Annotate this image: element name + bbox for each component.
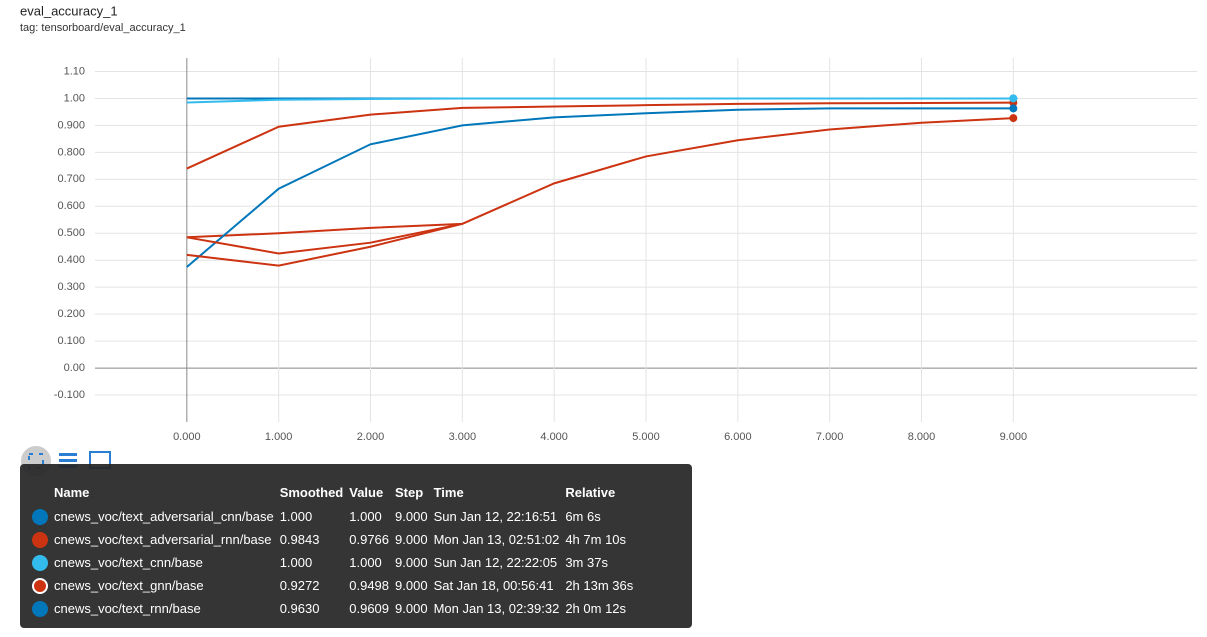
cell: cnews_voc/text_adversarial_cnn/base bbox=[54, 509, 274, 524]
column-header: Relative bbox=[565, 484, 616, 500]
chart-subtitle: tag: tensorboard/eval_accuracy_1 bbox=[20, 22, 186, 34]
cell: 2h 0m 12s bbox=[565, 601, 627, 616]
x-tick-label: 2.000 bbox=[357, 431, 385, 443]
x-tick-label: 3.000 bbox=[449, 431, 477, 443]
icon-cell bbox=[32, 528, 54, 551]
cell: Sun Jan 12, 22:22:05 bbox=[433, 555, 558, 570]
y-tick-label: 1.10 bbox=[64, 65, 85, 77]
icon-cell bbox=[32, 597, 54, 620]
column-header: Time bbox=[433, 484, 464, 500]
cell: cnews_voc/text_gnn/base bbox=[54, 578, 204, 593]
cell: 0.9498 bbox=[349, 578, 390, 593]
y-tick-label: 0.200 bbox=[57, 308, 85, 320]
icon-header bbox=[32, 482, 54, 505]
series-line bbox=[186, 101, 1014, 170]
cell: 3m 37s bbox=[565, 555, 608, 570]
y-tick-label: 0.700 bbox=[57, 173, 85, 185]
cell: 9.000 bbox=[395, 555, 428, 570]
run-color bbox=[32, 508, 48, 525]
cell: 0.9630 bbox=[279, 601, 320, 616]
cell: Mon Jan 13, 02:39:32 bbox=[433, 601, 560, 616]
cell: Mon Jan 13, 02:51:02 bbox=[433, 532, 560, 547]
tooltip-row: cnews_voc/text_gnn/base 0.9272 0.9498 9.000… bbox=[32, 574, 639, 597]
fullscreen-icon bbox=[28, 453, 44, 469]
cell: 1.000 bbox=[349, 509, 382, 524]
y-tick-label: 0.400 bbox=[57, 254, 85, 266]
cell: 9.000 bbox=[395, 532, 428, 547]
tooltip-table: Name Smoothed Value Step Time Relative cnews_v… bbox=[32, 482, 639, 620]
run-color bbox=[32, 600, 48, 617]
column-header: Step bbox=[395, 484, 424, 500]
run-color bbox=[32, 577, 48, 594]
x-tick-label: 5.000 bbox=[632, 431, 660, 443]
x-tick-label: 9.000 bbox=[1000, 431, 1028, 443]
x-tick-label: 6.000 bbox=[724, 431, 752, 443]
y-tick-label: 1.00 bbox=[64, 92, 85, 104]
tooltip-row: cnews_voc/text_rnn/base 0.9630 0.9609 9.000… bbox=[32, 597, 639, 620]
tooltip-row: cnews_voc/text_adversarial_rnn/base 0.984… bbox=[32, 528, 639, 551]
icon-cell bbox=[32, 574, 54, 597]
tooltip-row: cnews_voc/text_adversarial_cnn/base 1.000… bbox=[32, 505, 639, 528]
tooltip-row: cnews_voc/text_cnn/base 1.000 1.000 9.000 Su… bbox=[32, 551, 639, 574]
cell: 2h 13m 36s bbox=[565, 578, 634, 593]
series-line bbox=[186, 222, 463, 267]
series-line bbox=[186, 97, 1014, 104]
cell: 1.000 bbox=[279, 509, 313, 524]
cell: 9.000 bbox=[395, 601, 428, 616]
column-header: Value bbox=[349, 484, 384, 500]
cell: cnews_voc/text_rnn/base bbox=[54, 601, 201, 616]
series-line bbox=[186, 117, 1014, 239]
y-tick-label: 0.500 bbox=[57, 227, 85, 239]
cell: 1.000 bbox=[349, 555, 382, 570]
cell: cnews_voc/text_cnn/base bbox=[54, 555, 203, 570]
y-tick-label: 0.900 bbox=[57, 119, 85, 131]
x-tick-label: 1.000 bbox=[265, 431, 293, 443]
header-row: Name Smoothed Value Step Time Relative bbox=[32, 482, 639, 505]
y-tick-label: 0.300 bbox=[57, 281, 85, 293]
cell: 0.9766 bbox=[349, 532, 390, 547]
tooltip: Name Smoothed Value Step Time Relative cnews_v… bbox=[20, 464, 692, 628]
cell: 0.9609 bbox=[349, 601, 390, 616]
icon-cell bbox=[32, 551, 54, 574]
cell: 1.000 bbox=[279, 555, 313, 570]
cell: 6m 6s bbox=[565, 509, 601, 524]
column-header: Name bbox=[54, 484, 90, 500]
end-point bbox=[1009, 114, 1018, 123]
cell: 4h 7m 10s bbox=[565, 532, 627, 547]
cell: Sat Jan 18, 00:56:41 bbox=[433, 578, 554, 593]
cell: Sun Jan 12, 22:16:51 bbox=[433, 509, 558, 524]
y-tick-label: -0.100 bbox=[54, 389, 85, 401]
x-tick-label: 4.000 bbox=[540, 431, 568, 443]
end-point bbox=[1009, 104, 1018, 113]
x-tick-label: 8.000 bbox=[908, 431, 936, 443]
x-tick-label: 0.000 bbox=[173, 431, 201, 443]
y-tick-label: 0.100 bbox=[57, 335, 85, 347]
column-header: Smoothed bbox=[279, 484, 344, 500]
run-color bbox=[32, 531, 48, 548]
cell: 9.000 bbox=[395, 509, 428, 524]
series-line bbox=[186, 107, 1014, 268]
run-color bbox=[32, 554, 48, 571]
cell: cnews_voc/text_adversarial_rnn/base bbox=[54, 532, 272, 547]
cell: 9.000 bbox=[395, 578, 428, 593]
y-tick-label: 0.600 bbox=[57, 200, 85, 212]
series-line bbox=[186, 222, 463, 255]
y-tick-label: 0.00 bbox=[64, 362, 85, 374]
y-tick-label: 0.800 bbox=[57, 146, 85, 158]
cell: 0.9843 bbox=[279, 532, 320, 547]
end-point bbox=[1009, 94, 1018, 103]
icon-cell bbox=[32, 505, 54, 528]
x-tick-label: 7.000 bbox=[816, 431, 844, 443]
chart-title: eval_accuracy_1 bbox=[20, 3, 118, 18]
cell: 0.9272 bbox=[279, 578, 320, 593]
